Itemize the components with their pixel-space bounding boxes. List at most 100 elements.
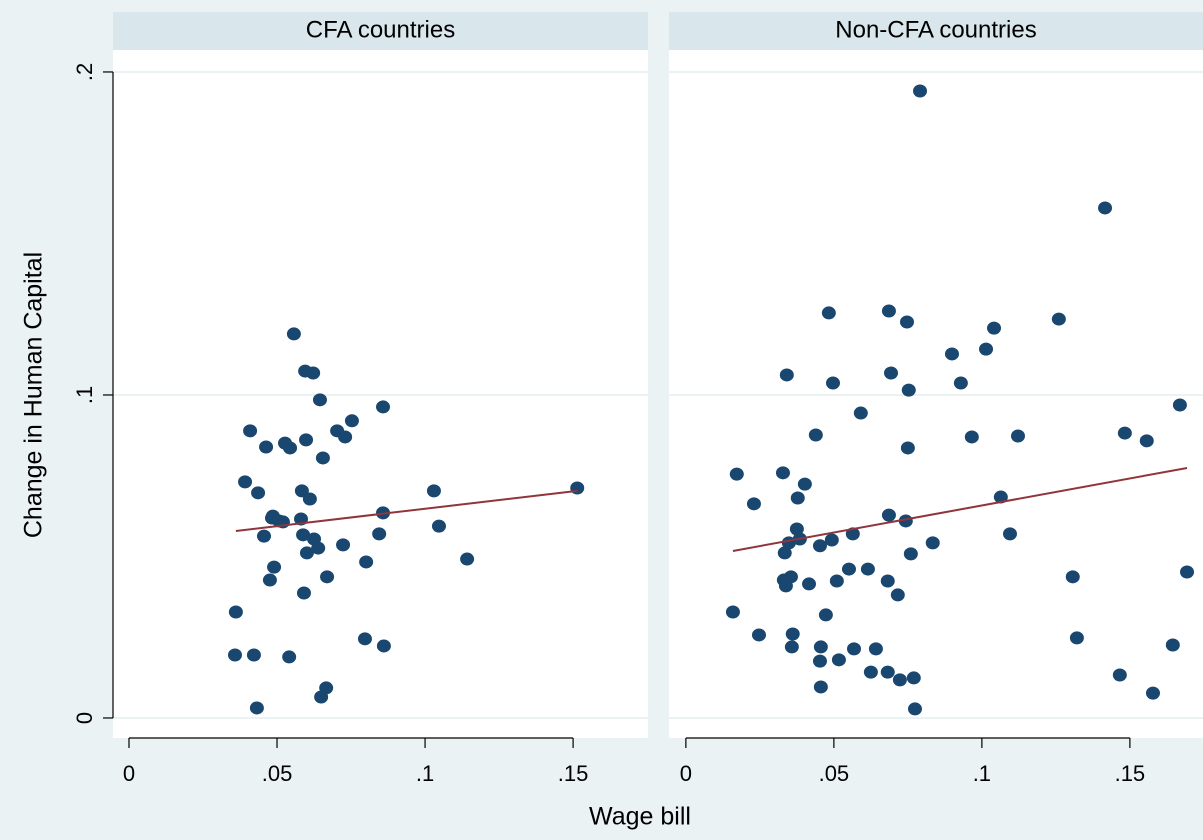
point: [775, 466, 790, 480]
point: [306, 366, 321, 380]
point: [813, 680, 828, 694]
point: [898, 514, 913, 528]
point: [1180, 565, 1195, 579]
point: [944, 347, 959, 361]
panel-title: Non-CFA countries: [835, 16, 1036, 43]
point: [1172, 398, 1187, 412]
point: [906, 671, 921, 685]
x-tick-label: .1: [973, 761, 991, 786]
point: [913, 84, 928, 98]
point: [302, 492, 317, 506]
point: [286, 327, 301, 341]
point: [338, 430, 353, 444]
point: [860, 562, 875, 576]
point: [784, 640, 799, 654]
point: [777, 546, 792, 560]
point: [901, 383, 916, 397]
y-tick-label: .1: [72, 386, 97, 404]
x-tick-label: 0: [123, 761, 135, 786]
y-tick-label: 0: [72, 712, 97, 724]
point: [426, 484, 441, 498]
point: [296, 528, 311, 542]
point: [892, 673, 907, 687]
point: [884, 366, 899, 380]
point: [841, 562, 856, 576]
point: [299, 433, 314, 447]
point: [312, 393, 327, 407]
point: [1051, 312, 1066, 326]
point: [964, 430, 979, 444]
x-tick-label: .05: [819, 761, 850, 786]
point: [357, 632, 372, 646]
point: [1010, 429, 1025, 443]
point: [376, 400, 391, 414]
point: [746, 497, 761, 511]
x-tick-label: 0: [680, 761, 692, 786]
x-axis-label: Wage bill: [589, 803, 691, 831]
point: [1112, 668, 1127, 682]
point: [987, 321, 1002, 335]
point: [900, 441, 915, 455]
point: [570, 481, 585, 495]
point: [818, 608, 833, 622]
strip: [113, 12, 648, 50]
point: [372, 527, 387, 541]
point: [251, 486, 266, 500]
point: [785, 627, 800, 641]
x-tick-label: .05: [262, 761, 293, 786]
point: [344, 414, 359, 428]
point: [751, 628, 766, 642]
point: [825, 376, 840, 390]
point: [376, 639, 391, 653]
point: [812, 539, 827, 553]
point: [993, 490, 1008, 504]
point: [813, 640, 828, 654]
point: [1098, 201, 1113, 215]
point: [779, 368, 794, 382]
x-tick-label: .1: [416, 761, 434, 786]
point: [979, 342, 994, 356]
point: [319, 681, 334, 695]
point: [881, 304, 896, 318]
point: [311, 541, 326, 555]
x-tick-label: .15: [558, 761, 589, 786]
point: [259, 440, 274, 454]
point: [267, 560, 282, 574]
fit-line: [235, 489, 578, 532]
point: [262, 573, 277, 587]
point: [299, 546, 314, 560]
panel-title: CFA countries: [306, 16, 455, 43]
point: [783, 570, 798, 584]
point: [336, 538, 351, 552]
point: [1069, 631, 1084, 645]
point: [1065, 570, 1080, 584]
point: [431, 519, 446, 533]
point: [953, 376, 968, 390]
point: [238, 475, 253, 489]
point: [824, 533, 839, 547]
point: [808, 428, 823, 442]
fit-line: [732, 466, 1188, 552]
point: [296, 586, 311, 600]
point: [227, 648, 242, 662]
point: [282, 650, 297, 664]
point: [243, 424, 258, 438]
point: [812, 654, 827, 668]
point: [907, 702, 922, 716]
point: [903, 547, 918, 561]
point: [1145, 686, 1160, 700]
point: [729, 467, 744, 481]
point: [797, 477, 812, 491]
point: [880, 665, 895, 679]
y-axis-label: Change in Human Capital: [20, 252, 48, 538]
point: [890, 588, 905, 602]
point: [847, 642, 862, 656]
point: [460, 552, 475, 566]
point: [256, 529, 271, 543]
point: [1003, 527, 1018, 541]
point: [320, 570, 335, 584]
point: [725, 605, 740, 619]
point: [863, 665, 878, 679]
point: [880, 574, 895, 588]
